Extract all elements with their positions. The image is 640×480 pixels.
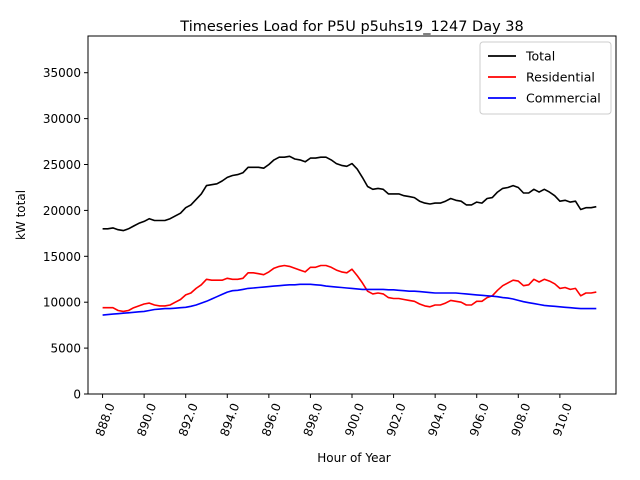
y-tick-label: 15000: [43, 250, 81, 264]
x-axis-label: Hour of Year: [317, 451, 391, 465]
y-tick-label: 0: [73, 388, 81, 402]
x-tick-label: 902.0: [384, 401, 409, 438]
legend-label-residential: Residential: [526, 70, 595, 85]
x-tick-label: 888.0: [93, 401, 118, 438]
x-tick-label: 906.0: [467, 401, 492, 438]
series-line-residential: [102, 264, 597, 313]
x-tick-label: 894.0: [217, 401, 242, 438]
y-tick-label: 35000: [43, 66, 81, 80]
series-line-commercial: [102, 283, 597, 316]
legend: Total Residential Commercial: [479, 41, 612, 115]
x-tick-label: 908.0: [508, 401, 533, 438]
y-tick-label: 5000: [50, 342, 81, 356]
legend-label-commercial: Commercial: [526, 91, 601, 106]
legend-label-total: Total: [525, 49, 555, 64]
y-axis: 0 5000 10000 15000 20000 25000 30000 35000: [43, 66, 88, 402]
plot-lines: [102, 155, 597, 316]
y-tick-label: 10000: [43, 296, 81, 310]
x-tick-label: 900.0: [342, 401, 367, 438]
x-tick-label: 890.0: [134, 401, 159, 438]
y-axis-label: kW total: [14, 190, 28, 240]
x-tick-label: 898.0: [301, 401, 326, 438]
y-tick-label: 20000: [43, 204, 81, 218]
y-tick-label: 30000: [43, 112, 81, 126]
x-tick-label: 904.0: [425, 401, 450, 438]
chart-title: Timeseries Load for P5U p5uhs19_1247 Day…: [179, 19, 523, 35]
x-tick-label: 892.0: [176, 401, 201, 438]
legend-box: [479, 41, 612, 115]
x-axis: 888.0 890.0 892.0 894.0 896.0 898.0 900.0 902.0…: [93, 394, 575, 438]
y-tick-label: 25000: [43, 158, 81, 172]
x-tick-label: 896.0: [259, 401, 284, 438]
x-tick-label: 910.0: [550, 401, 575, 438]
series-line-total: [102, 155, 597, 232]
